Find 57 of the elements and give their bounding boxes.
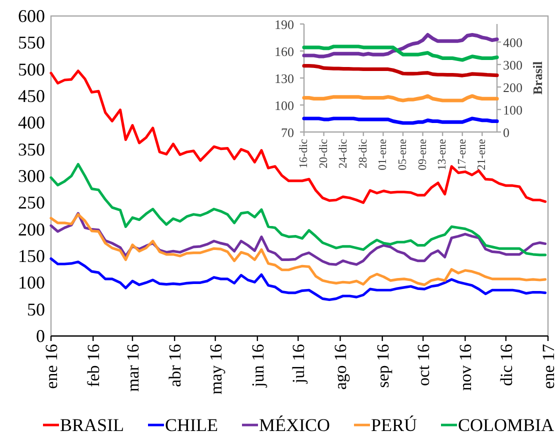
x-tick-label: 05-ene <box>396 139 409 170</box>
x-tick-label: ene 17 <box>538 344 558 389</box>
x-tick-label: oct 16 <box>414 344 433 386</box>
y-tick-label: 190 <box>274 16 294 32</box>
x-tick-label: feb 16 <box>84 344 103 387</box>
legend-label: BRASIL <box>60 415 124 434</box>
x-tick-label: 21-ene <box>476 139 488 170</box>
x-tick-label: ene 16 <box>42 344 60 389</box>
line-series <box>302 44 499 62</box>
x-tick-label: may 16 <box>206 344 225 395</box>
y-tick-label: 300 <box>18 166 45 186</box>
y-tick-label: 70 <box>281 124 294 140</box>
x-tick-label: mar 16 <box>122 344 142 392</box>
x-tick-label: 09-ene <box>416 139 429 170</box>
y2-tick-label: 300 <box>503 57 522 72</box>
y-tick-label: 350 <box>18 139 45 160</box>
y-tick-label: 250 <box>18 192 45 213</box>
y2-tick-label: 400 <box>503 34 522 50</box>
line-series <box>50 257 547 302</box>
x-tick-label: 24-dic <box>338 139 350 168</box>
legend-label: MÉXICO <box>258 415 330 434</box>
x-tick-label: 20-dic <box>318 139 330 168</box>
x-tick-label: 16-dic <box>298 139 310 168</box>
x-tick-label: nov 16 <box>456 344 475 391</box>
line-series <box>302 64 499 78</box>
x-tick-label: dic 16 <box>496 344 516 386</box>
y-tick-label: 200 <box>18 219 45 240</box>
y-tick-label: 100 <box>274 98 294 112</box>
legend-label: PERÚ <box>370 415 417 434</box>
y-tick-label: 160 <box>274 44 294 58</box>
x-tick-label: sep 16 <box>372 344 392 388</box>
y-tick-label: 600 <box>18 6 45 26</box>
legend-label: CHILE <box>165 415 218 434</box>
y2-axis-title: Brasil <box>530 61 544 95</box>
x-tick-label: ago 16 <box>330 344 350 390</box>
x-tick-label: 28-dic <box>357 139 370 168</box>
y-tick-label: 130 <box>274 70 294 86</box>
x-tick-label: 01-ene <box>377 139 390 170</box>
x-tick-label: 13-ene <box>436 139 449 170</box>
x-tick-label: jul 16 <box>288 344 308 384</box>
y-tick-label: 450 <box>18 86 45 106</box>
y-tick-label: 0 <box>36 326 45 346</box>
y-tick-label: 550 <box>18 32 45 53</box>
legend-label: COLOMBIA <box>458 415 554 434</box>
y-tick-label: 150 <box>18 246 45 266</box>
line-series <box>302 33 499 58</box>
x-tick-label: 17-ene <box>456 139 468 170</box>
y-tick-label: 500 <box>18 59 45 80</box>
x-tick-label: jun 16 <box>248 344 267 388</box>
y-tick-label: 100 <box>18 272 45 293</box>
x-tick-label: abr 16 <box>165 344 184 387</box>
y-tick-label: 400 <box>18 112 45 133</box>
y-tick-label: 50 <box>27 299 45 320</box>
y2-tick-label: 200 <box>503 80 522 94</box>
y2-tick-label: 0 <box>503 124 510 140</box>
y2-tick-label: 100 <box>503 102 522 117</box>
line-series <box>50 213 547 286</box>
